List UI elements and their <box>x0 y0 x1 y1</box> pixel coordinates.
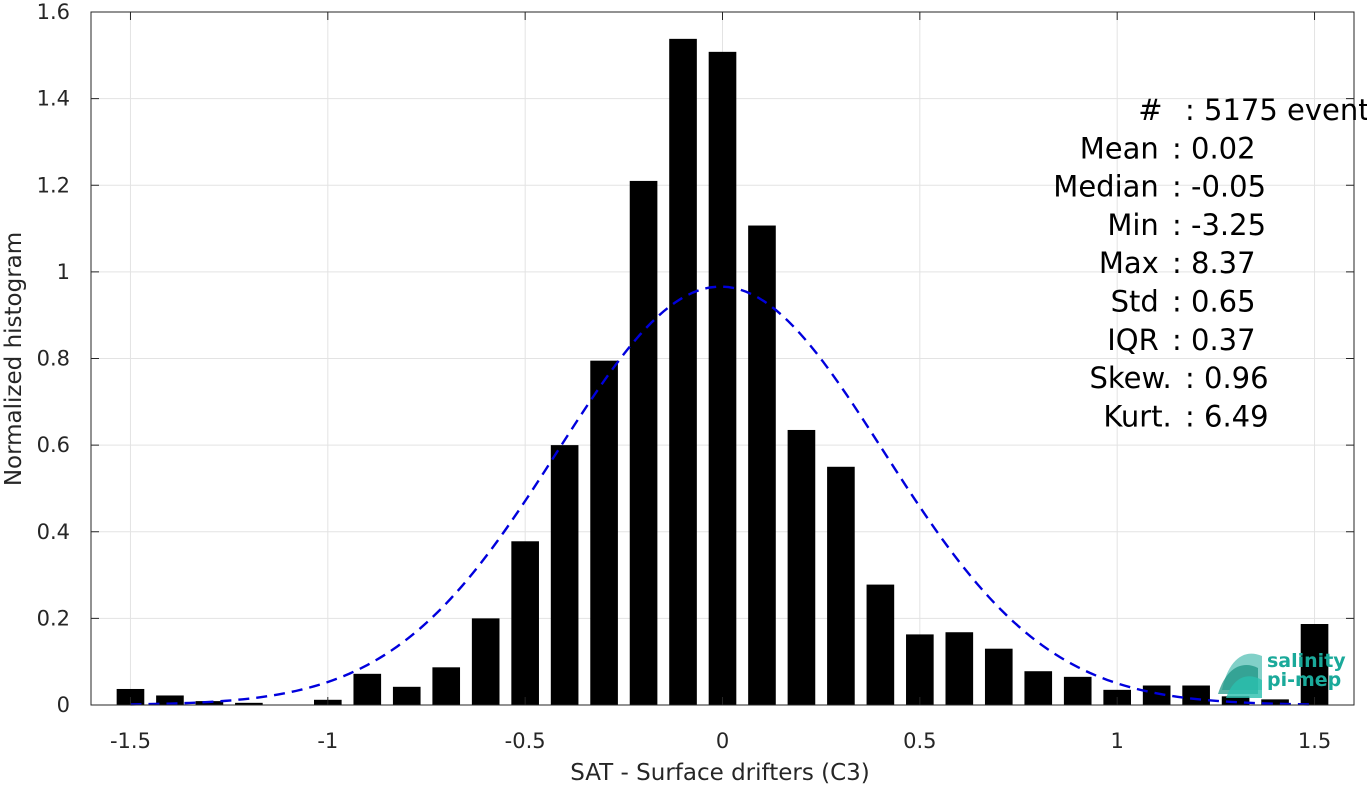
histogram-bar <box>590 360 618 705</box>
stat-value: : 0.02 <box>1172 131 1256 165</box>
histogram-bar <box>906 634 934 705</box>
stat-label: Mean <box>1080 131 1168 165</box>
histogram-bar <box>669 38 697 705</box>
histogram-bar <box>945 632 974 705</box>
histogram-bar <box>708 51 737 706</box>
y-tick-label: 1.2 <box>37 173 70 197</box>
stat-value: : -0.05 <box>1172 170 1266 204</box>
waves-icon <box>1218 653 1262 698</box>
histogram-bar <box>1261 699 1289 705</box>
logo-line-2: pi-mep <box>1267 669 1341 691</box>
stat-value: : 6.49 <box>1185 399 1269 433</box>
stat-value: : -3.25 <box>1172 208 1266 242</box>
histogram-bar <box>550 445 579 705</box>
stat-label: Std <box>1111 285 1168 319</box>
x-tick-label: -1.5 <box>110 729 151 753</box>
histogram-bar <box>392 686 421 705</box>
y-tick-label: 1 <box>57 260 70 284</box>
histogram-bar <box>827 466 855 705</box>
stat-label: Max <box>1099 246 1168 280</box>
normal-fit-curve <box>130 285 1315 706</box>
histogram-bar <box>1300 624 1329 705</box>
y-tick-label: 0.4 <box>37 520 70 544</box>
x-axis-label: SAT - Surface drifters (C3) <box>570 760 870 785</box>
stat-label: Skew. <box>1089 361 1181 395</box>
x-tick-label: 0.5 <box>903 729 936 753</box>
y-axis-label: Normalized histogram <box>1 232 27 486</box>
histogram-bar <box>116 688 145 705</box>
x-tick-label: 1.5 <box>1298 729 1331 753</box>
salinity-pi-mep-logo: salinity pi-mep <box>1218 650 1346 698</box>
stat-label: # <box>1138 93 1181 127</box>
bars-group <box>116 38 1329 706</box>
histogram-bar <box>471 618 500 705</box>
stat-value: : 0.96 <box>1185 361 1269 395</box>
histogram-bar <box>1142 685 1171 705</box>
x-tick-label: 0 <box>716 729 729 753</box>
stat-value: : 0.65 <box>1172 285 1256 319</box>
histogram-bar <box>629 180 658 705</box>
stat-label: Kurt. <box>1103 399 1181 433</box>
histogram-bar <box>432 667 461 705</box>
stat-label: Median <box>1053 170 1168 204</box>
stat-value: : 5175 events <box>1185 93 1367 127</box>
x-tick-labels: -1.5 -1 -0.5 0 0.5 1 1.5 <box>110 729 1331 753</box>
histogram-bar <box>156 695 184 705</box>
logo-line-1: salinity <box>1267 650 1346 672</box>
y-tick-labels: 0 0.2 0.4 0.6 0.8 1 1.2 1.4 1.6 <box>37 0 70 717</box>
histogram-bar <box>1221 696 1250 705</box>
histogram-bar <box>787 429 816 705</box>
stat-value: : 0.37 <box>1172 323 1256 357</box>
y-tick-label: 1.6 <box>37 0 70 24</box>
y-tick-label: 0.6 <box>37 433 70 457</box>
histogram-bar <box>353 673 382 705</box>
stat-label: IQR <box>1107 323 1168 357</box>
histogram-bar <box>235 702 263 705</box>
histogram-bar <box>984 648 1013 705</box>
histogram-bar <box>1182 685 1210 705</box>
x-tick-label: 1 <box>1111 729 1124 753</box>
x-tick-label: -0.5 <box>505 729 546 753</box>
stat-label: Min <box>1107 208 1168 242</box>
histogram-bar <box>866 584 895 705</box>
stat-value: : 8.37 <box>1172 246 1256 280</box>
y-tick-label: 0.2 <box>37 606 70 630</box>
histogram-bar <box>748 225 776 705</box>
axis-ticks <box>91 11 1354 706</box>
histogram-bar <box>511 541 539 705</box>
y-tick-label: 0.8 <box>37 347 70 371</box>
y-tick-label: 1.4 <box>37 87 70 111</box>
y-tick-label: 0 <box>57 693 70 717</box>
x-tick-label: -1 <box>317 729 338 753</box>
histogram-bar <box>1024 671 1053 705</box>
histogram-bar <box>1063 676 1092 705</box>
